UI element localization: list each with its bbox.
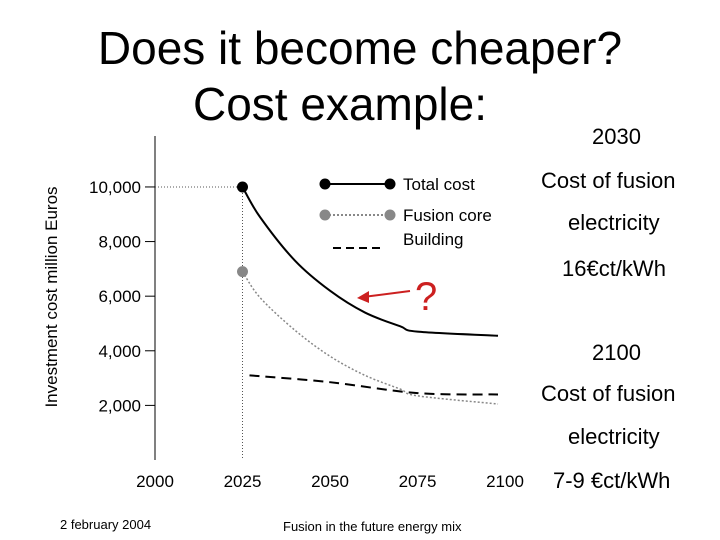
x-tick-label: 2100 xyxy=(486,472,524,491)
cost-2030-value: 16€ct/kWh xyxy=(562,256,666,281)
x-tick-label: 2000 xyxy=(136,472,174,491)
series-line-building xyxy=(249,374,499,396)
legend-total-cost-label: Total cost xyxy=(403,175,475,194)
legend-fusion-core-marker xyxy=(384,209,396,221)
y-tick-label: 6,000 xyxy=(98,287,141,306)
slide-title-line2: Cost example: xyxy=(192,78,487,130)
electricity-2030-label: electricity xyxy=(568,210,660,235)
footer-date: 2 february 2004 xyxy=(60,517,152,532)
electricity-2100-label: electricity xyxy=(568,424,660,449)
question-mark: ? xyxy=(415,275,437,319)
x-tick-label: 2075 xyxy=(399,472,437,491)
legend-total-cost-marker xyxy=(384,178,396,190)
x-tick-label: 2025 xyxy=(224,472,262,491)
cost-of-fusion-2030-label: Cost of fusion xyxy=(541,168,676,193)
marker-total-cost xyxy=(237,181,248,193)
y-tick-label: 10,000 xyxy=(89,178,141,197)
year-2030-label: 2030 xyxy=(592,124,641,149)
legend-building-label: Building xyxy=(403,230,464,249)
question-arrow-line xyxy=(362,290,411,298)
slide-title-line1: Does it become cheaper? xyxy=(97,22,623,74)
marker-fusion-core xyxy=(237,266,248,278)
legend-total-cost-marker xyxy=(319,178,331,190)
legend-fusion-core-marker xyxy=(319,209,331,221)
cost-of-fusion-2100-label: Cost of fusion xyxy=(541,381,676,406)
legend-fusion-core-label: Fusion core xyxy=(403,206,492,225)
cost-2100-value: 7-9 €ct/kWh xyxy=(553,468,671,493)
year-2100-label: 2100 xyxy=(592,340,641,365)
x-tick-label: 2050 xyxy=(311,472,349,491)
footer-title: Fusion in the future energy mix xyxy=(283,519,462,534)
question-arrow-head xyxy=(357,291,369,303)
y-tick-label: 8,000 xyxy=(98,233,141,252)
y-tick-label: 2,000 xyxy=(98,396,141,415)
series-line-total-cost xyxy=(241,186,499,337)
y-tick-label: 4,000 xyxy=(98,342,141,361)
series-line-fusion-core xyxy=(241,271,499,405)
